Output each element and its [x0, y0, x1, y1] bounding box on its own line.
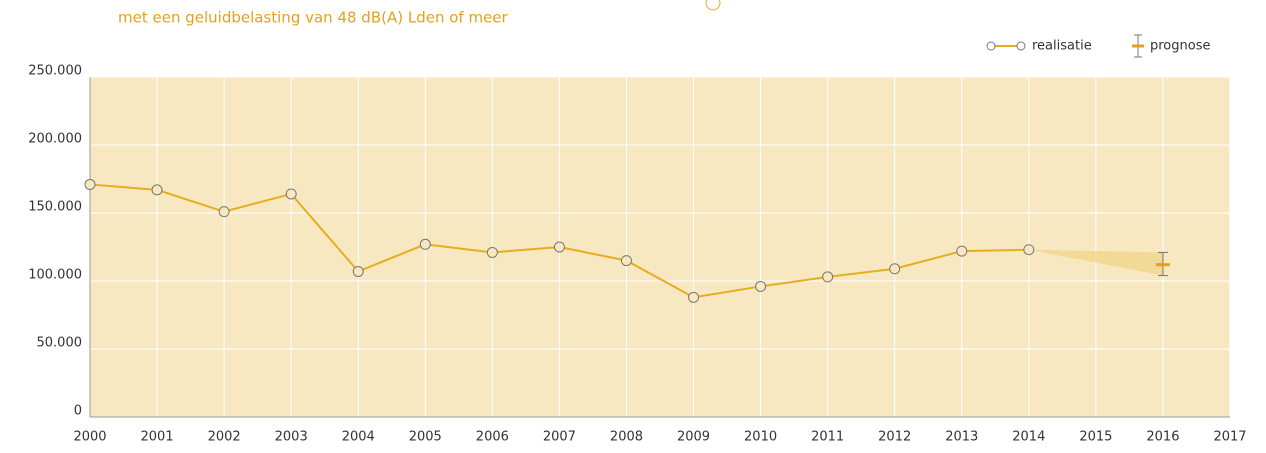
legend-label: realisatie: [1032, 39, 1092, 54]
y-tick-label: 250.000: [28, 64, 82, 79]
point-marker: [688, 291, 700, 303]
x-tick-label: 2003: [275, 430, 308, 445]
x-tick-label: 2013: [945, 430, 978, 445]
y-tick-label: 200.000: [28, 132, 82, 147]
x-tick-label: 2005: [409, 430, 442, 445]
x-tick-label: 2008: [610, 430, 643, 445]
plot-background: [90, 77, 1230, 417]
x-tick-label: 2014: [1012, 430, 1045, 445]
point-marker: [151, 184, 163, 196]
point-marker: [419, 238, 431, 250]
y-tick-label: 150.000: [28, 200, 82, 215]
x-tick-label: 2017: [1213, 430, 1246, 445]
legend-label: prognose: [1150, 39, 1210, 54]
point-marker: [889, 263, 901, 275]
x-tick-label: 2006: [476, 430, 509, 445]
x-tick-label: 2012: [878, 430, 911, 445]
x-tick-label: 2000: [73, 430, 106, 445]
x-tick-label: 2009: [677, 430, 710, 445]
x-tick-label: 2007: [543, 430, 576, 445]
point-marker: [822, 271, 834, 283]
point-marker: [84, 178, 96, 190]
x-tick-label: 2015: [1079, 430, 1112, 445]
point-marker: [1023, 244, 1035, 256]
point-marker: [755, 280, 767, 292]
point-marker: [486, 246, 498, 258]
point-marker: [352, 265, 364, 277]
prognosis-fan: [1028, 249, 1163, 276]
point-marker: [285, 188, 297, 200]
x-tick-label: 2010: [744, 430, 777, 445]
top-ornament: [705, 0, 721, 11]
legend-symbol: [1016, 41, 1026, 51]
x-tick-label: 2004: [342, 430, 375, 445]
point-marker: [620, 255, 632, 267]
legend-symbol: [986, 41, 996, 51]
x-tick-label: 2011: [811, 430, 844, 445]
y-tick-label: 50.000: [37, 336, 83, 351]
x-tick-label: 2001: [141, 430, 174, 445]
point-marker: [218, 206, 230, 218]
point-marker: [553, 241, 565, 253]
chart-title: met een geluidbelasting van 48 dB(A) Lde…: [118, 9, 509, 27]
x-tick-label: 2002: [208, 430, 241, 445]
y-tick-label: 100.000: [28, 268, 82, 283]
x-tick-label: 2016: [1146, 430, 1179, 445]
point-marker: [956, 245, 968, 257]
y-tick-label: 0: [74, 404, 82, 419]
